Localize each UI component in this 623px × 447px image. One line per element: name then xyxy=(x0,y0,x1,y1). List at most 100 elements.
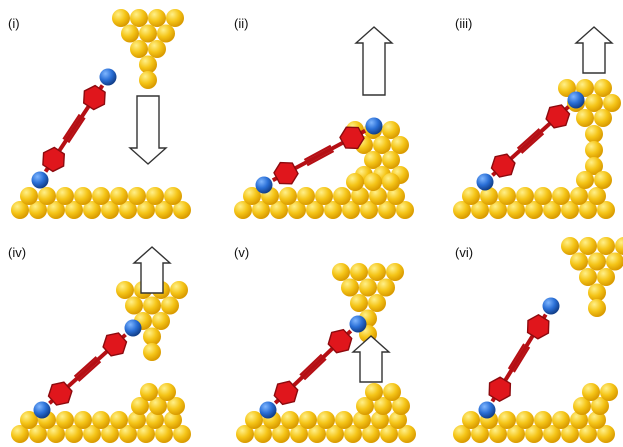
substrate-atom xyxy=(516,411,534,429)
substrate-atom xyxy=(74,187,92,205)
tip-atom xyxy=(130,9,148,27)
tip-atom xyxy=(585,125,603,143)
up-arrow-icon xyxy=(574,26,614,74)
molecule xyxy=(33,319,142,419)
substrate-atom xyxy=(164,411,182,429)
tip-atom xyxy=(594,109,612,127)
substrate-atom xyxy=(74,411,92,429)
substrate-atom xyxy=(65,201,83,219)
panel-label-iv: (iv) xyxy=(8,245,27,260)
up-arrow-icon xyxy=(354,26,394,96)
tip-atom xyxy=(386,263,404,281)
substrate-atom xyxy=(351,187,369,205)
panel-label-iii: (iii) xyxy=(455,16,473,31)
substrate-atom xyxy=(11,201,29,219)
tip-atom xyxy=(382,121,400,139)
substrate-atom xyxy=(570,187,588,205)
substrate-atom xyxy=(525,425,543,443)
substrate-atom xyxy=(315,187,333,205)
phenyl-ring xyxy=(327,328,353,354)
tip-atom xyxy=(368,263,386,281)
tip-atom xyxy=(585,141,603,159)
substrate-atom xyxy=(543,201,561,219)
panel-v xyxy=(236,263,416,443)
tip-atom xyxy=(576,79,594,97)
substrate-atom xyxy=(110,187,128,205)
substrate-atom xyxy=(344,425,362,443)
triple-bond xyxy=(77,360,102,382)
tip-atom xyxy=(603,94,621,112)
substrate-atom xyxy=(308,425,326,443)
substrate-atom xyxy=(149,397,167,415)
tip-atom xyxy=(606,252,623,271)
substrate-atom xyxy=(128,411,146,429)
tip-atom xyxy=(391,136,409,154)
substrate-atom xyxy=(83,201,101,219)
tip-atom xyxy=(382,173,400,191)
tip-atom xyxy=(139,71,157,89)
tip-atom xyxy=(143,327,161,346)
substrate-atom xyxy=(588,187,606,205)
panel-iii xyxy=(453,26,621,219)
molecule xyxy=(255,117,383,194)
substrate-atom xyxy=(252,201,270,219)
substrate-atom xyxy=(83,425,101,443)
sulfur-atom xyxy=(365,117,383,135)
tip-atom xyxy=(364,173,382,191)
substrate-atom xyxy=(387,187,405,205)
phenyl-ring xyxy=(490,153,516,178)
substrate-atom xyxy=(498,411,516,429)
triple-bond xyxy=(73,356,98,378)
substrate-atom xyxy=(20,187,38,205)
panel-i xyxy=(11,9,191,219)
substrate-atom xyxy=(167,397,185,415)
substrate-atom xyxy=(47,201,65,219)
substrate-atom xyxy=(47,425,65,443)
phenyl-ring xyxy=(273,161,299,185)
panel-label-ii: (ii) xyxy=(234,16,249,31)
tip-atom xyxy=(350,263,368,281)
substrate-atom xyxy=(92,187,110,205)
triple-bond xyxy=(507,343,526,370)
substrate-atom xyxy=(374,397,392,415)
tip-atom xyxy=(143,296,161,315)
tip-atom xyxy=(143,343,161,361)
substrate-atom xyxy=(243,187,261,205)
substrate-atom xyxy=(155,425,173,443)
down-arrow-icon xyxy=(128,95,168,165)
sulfur-atom xyxy=(349,315,367,333)
sulfur-atom xyxy=(99,68,117,86)
tip-atom xyxy=(148,40,166,58)
tip-atom xyxy=(148,9,166,27)
sulfur-atom xyxy=(124,319,142,337)
substrate-atom xyxy=(56,411,74,429)
substrate-atom xyxy=(140,383,158,401)
molecule xyxy=(476,91,585,191)
panel-vi xyxy=(453,237,623,443)
tip-atom xyxy=(359,278,377,297)
molecule xyxy=(259,315,367,419)
substrate-atom xyxy=(378,201,396,219)
substrate-atom xyxy=(453,425,471,443)
substrate-atom xyxy=(353,411,371,429)
up-arrow-icon xyxy=(132,246,172,294)
substrate-atom xyxy=(11,425,29,443)
substrate-atom xyxy=(369,187,387,205)
tip-atom xyxy=(121,24,139,43)
substrate-atom xyxy=(173,425,191,443)
panel-iv xyxy=(11,246,191,443)
substrate-atom xyxy=(389,411,407,429)
substrate-atom xyxy=(552,411,570,429)
phenyl-ring xyxy=(273,380,299,406)
tip-atom xyxy=(585,94,603,112)
substrate-atom xyxy=(383,383,401,401)
sulfur-atom xyxy=(33,401,51,419)
substrate-atom xyxy=(290,425,308,443)
tip-atom xyxy=(597,268,615,286)
substrate-atom xyxy=(245,411,263,429)
substrate-atom xyxy=(516,187,534,205)
substrate-atom xyxy=(65,425,83,443)
tip-atom xyxy=(588,252,606,271)
tip-atom xyxy=(597,237,615,255)
tip-atom xyxy=(615,237,623,255)
